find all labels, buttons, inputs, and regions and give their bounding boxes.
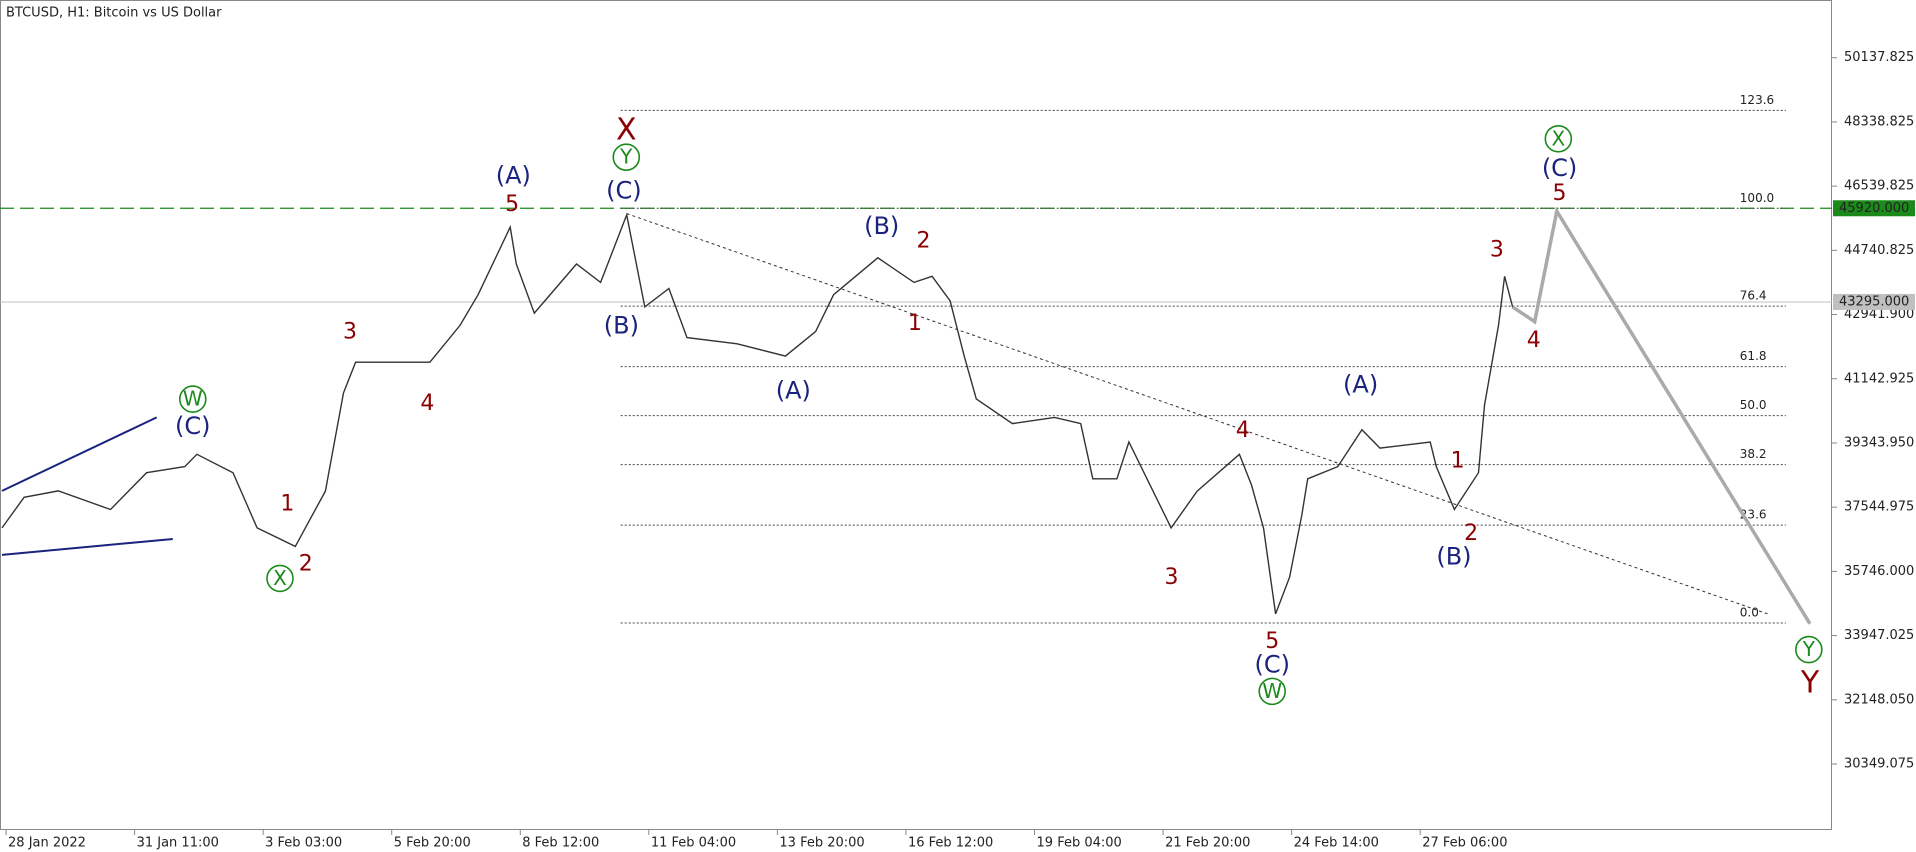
wave-label: (A) bbox=[496, 162, 531, 190]
wave-label: W bbox=[183, 387, 203, 411]
plot-frame bbox=[0, 0, 1832, 830]
wave-label: W bbox=[1262, 679, 1282, 703]
x-tick-label: 8 Feb 12:00 bbox=[522, 836, 599, 851]
x-tick-label: 16 Feb 12:00 bbox=[908, 836, 993, 851]
current_price-label: 43295.000 bbox=[1839, 294, 1909, 309]
y-tick-label: 46539.825 bbox=[1844, 179, 1914, 194]
fib-label: 50.0 bbox=[1740, 398, 1767, 412]
wave-circle bbox=[178, 385, 207, 413]
resistance-label: 45920.000 bbox=[1839, 201, 1909, 216]
wedge-lower bbox=[1, 538, 173, 556]
wave-label: 1 bbox=[908, 311, 922, 336]
wave-label: (C) bbox=[175, 412, 210, 440]
wave-label: 1 bbox=[280, 491, 294, 516]
fib-label: 100.0 bbox=[1740, 191, 1774, 205]
x-tick-label: 5 Feb 20:00 bbox=[394, 836, 471, 851]
y-tick-label: 33947.025 bbox=[1844, 628, 1914, 643]
wave-label: (C) bbox=[1254, 650, 1289, 678]
wave-label: Y bbox=[1802, 637, 1816, 661]
y-tick-label: 35746.000 bbox=[1844, 564, 1914, 579]
wedge-upper bbox=[1, 416, 158, 492]
fib-label: 38.2 bbox=[1740, 447, 1767, 461]
x-tick-label: 19 Feb 04:00 bbox=[1037, 836, 1122, 851]
wave-label: X bbox=[616, 113, 637, 148]
forecast-line bbox=[1511, 206, 1812, 625]
wave-label: 5 bbox=[1553, 181, 1567, 206]
fib-label: 61.8 bbox=[1740, 349, 1767, 363]
wave-circle bbox=[612, 143, 641, 171]
wave-circle bbox=[266, 564, 294, 593]
x-tick-label: 28 Jan 2022 bbox=[8, 836, 86, 851]
wave-label: 3 bbox=[1165, 565, 1179, 590]
wave-label: 4 bbox=[1527, 328, 1541, 353]
x-tick-label: 27 Feb 06:00 bbox=[1422, 836, 1507, 851]
wave-label: (C) bbox=[1542, 154, 1577, 182]
y-tick-label: 42941.900 bbox=[1844, 307, 1914, 322]
y-tick-label: 39343.950 bbox=[1844, 435, 1914, 450]
wave-label: 2 bbox=[299, 552, 313, 577]
wave-label: (C) bbox=[606, 176, 641, 204]
wave-label: 4 bbox=[1236, 418, 1250, 443]
x-tick-label: 21 Feb 20:00 bbox=[1165, 836, 1250, 851]
wave-label: 1 bbox=[1451, 449, 1465, 474]
x-tick-label: 3 Feb 03:00 bbox=[265, 836, 342, 851]
wave-label: 5 bbox=[1265, 629, 1279, 654]
chart-title: BTCUSD, H1: Bitcoin vs US Dollar bbox=[6, 6, 222, 21]
y-tick-label: 41142.925 bbox=[1844, 371, 1914, 386]
x-tick-label: 11 Feb 04:00 bbox=[651, 836, 736, 851]
wave-label: 5 bbox=[505, 192, 519, 217]
wave-label: 2 bbox=[1464, 521, 1478, 546]
price-line bbox=[1, 212, 1523, 615]
wave-label: (A) bbox=[1343, 370, 1378, 398]
y-tick-label: 37544.975 bbox=[1844, 500, 1914, 515]
wave-label: (A) bbox=[776, 377, 811, 405]
wave-label: 3 bbox=[343, 320, 357, 345]
wave-circle bbox=[1544, 124, 1573, 153]
y-tick-label: 30349.075 bbox=[1844, 757, 1914, 772]
wave-label: X bbox=[273, 566, 287, 590]
fib-label: 76.4 bbox=[1740, 289, 1767, 303]
current_price-box bbox=[1833, 293, 1915, 310]
wave-circle bbox=[1258, 677, 1287, 706]
x-tick-label: 13 Feb 20:00 bbox=[779, 836, 864, 851]
wave-label: (B) bbox=[864, 212, 899, 240]
wave-label: 2 bbox=[916, 229, 930, 254]
y-tick-label: 44740.825 bbox=[1844, 243, 1914, 258]
wave-label: Y bbox=[1800, 665, 1820, 700]
wave-label: 4 bbox=[420, 391, 434, 416]
y-tick-label: 48338.825 bbox=[1844, 114, 1914, 129]
wave-label: Y bbox=[619, 145, 633, 169]
y-tick-label: 50137.825 bbox=[1844, 50, 1914, 65]
wave-label: (B) bbox=[1436, 542, 1471, 570]
wave-label: 3 bbox=[1490, 237, 1504, 262]
wave-circle bbox=[1795, 635, 1823, 664]
resistance-box bbox=[1833, 200, 1915, 217]
wave-label: (B) bbox=[604, 311, 639, 339]
x-tick-label: 24 Feb 14:00 bbox=[1294, 836, 1379, 851]
wave-label: X bbox=[1551, 126, 1565, 150]
fib-label: 123.6 bbox=[1740, 93, 1774, 107]
x-tick-label: 31 Jan 11:00 bbox=[137, 836, 219, 851]
y-tick-label: 32148.050 bbox=[1844, 692, 1914, 707]
